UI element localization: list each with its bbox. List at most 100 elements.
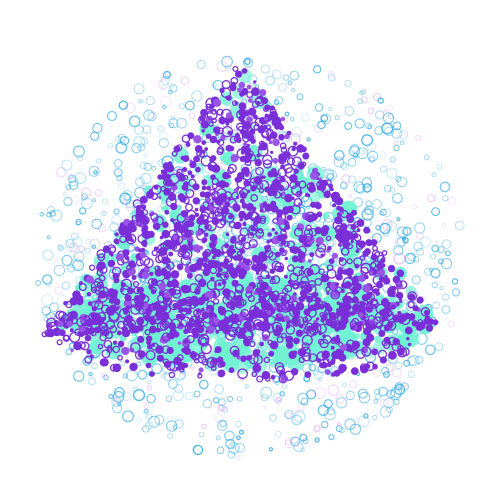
halo-dot: [442, 293, 450, 301]
core-dot: [303, 233, 313, 242]
core-dot: [180, 177, 185, 182]
core-dot: [293, 337, 300, 345]
core-dot: [238, 327, 247, 336]
halo-dot: [164, 71, 171, 78]
core-dot: [210, 365, 217, 371]
core-dot: [157, 174, 163, 180]
core-dot: [143, 258, 154, 269]
core-dot: [204, 232, 209, 237]
halo-dot: [122, 199, 128, 205]
core-dot: [171, 182, 176, 187]
halo-dot: [46, 312, 56, 322]
halo-dot: [145, 96, 155, 106]
halo-dot: [356, 147, 369, 160]
halo-dot: [143, 162, 152, 171]
core-dot: [291, 196, 295, 201]
core-dot: [122, 249, 130, 257]
core-dot: [70, 348, 74, 352]
core-dot: [106, 346, 113, 354]
halo-dot: [327, 73, 336, 82]
halo-dot: [243, 58, 251, 65]
core-dot: [150, 342, 159, 351]
halo-dot: [111, 214, 122, 226]
halo-dot: [357, 98, 363, 104]
core-dot: [258, 140, 265, 147]
halo-dot: [90, 131, 100, 141]
core-dot: [330, 358, 336, 363]
core-dot: [363, 226, 371, 234]
core-dot: [342, 295, 351, 304]
core-dot: [186, 335, 195, 344]
core-dot: [328, 258, 335, 264]
core-dot: [253, 114, 258, 120]
core-dot: [238, 190, 245, 196]
core-dot: [221, 125, 234, 138]
core-dot: [206, 109, 218, 121]
core-dot: [62, 334, 70, 342]
core-dot: [238, 102, 247, 111]
core-dot: [163, 305, 172, 314]
halo-dot: [441, 222, 447, 228]
core-dot: [239, 188, 249, 197]
core-dot: [229, 244, 235, 250]
halo-dot: [305, 205, 310, 210]
core-dot: [242, 221, 247, 227]
core-dot: [254, 301, 265, 312]
core-dot: [293, 227, 304, 237]
halo-dot: [436, 163, 443, 170]
core-dot: [298, 269, 305, 276]
halo-dot: [184, 100, 195, 111]
core-dot: [282, 287, 289, 295]
halo-dot: [61, 281, 71, 290]
core-dot: [55, 310, 65, 320]
halo-dot: [392, 192, 403, 204]
core-dot: [278, 312, 283, 318]
core-dot: [298, 180, 307, 189]
halo-dot: [313, 65, 322, 74]
core-dot: [213, 126, 221, 134]
halo-dot: [406, 356, 417, 366]
halo-dot: [434, 342, 444, 352]
core-dot: [366, 306, 373, 313]
core-dot: [239, 298, 247, 307]
halo-dot: [151, 166, 157, 171]
core-dot: [314, 292, 319, 297]
core-dot: [218, 305, 224, 312]
halo-dot: [169, 84, 178, 93]
core-dot: [141, 229, 151, 239]
core-dot: [286, 240, 295, 249]
core-dot: [315, 247, 326, 258]
halo-dot: [154, 414, 165, 425]
halo-dot: [190, 365, 196, 371]
core-dot: [291, 156, 302, 167]
core-dot: [355, 249, 360, 254]
core-dot: [223, 274, 228, 279]
core-dot: [279, 247, 285, 253]
core-dot: [280, 116, 286, 122]
core-dot: [219, 271, 230, 281]
core-dot: [308, 353, 318, 363]
core-dot: [127, 266, 136, 276]
halo-dot: [293, 410, 306, 423]
core-dot: [137, 335, 145, 343]
halo-dot: [260, 386, 273, 399]
halo-dot: [382, 112, 395, 124]
core-dot: [258, 292, 264, 299]
halo-dot: [140, 99, 145, 104]
core-dot: [365, 239, 373, 247]
core-dot: [382, 277, 391, 285]
halo-dot: [412, 256, 420, 263]
core-dot: [423, 309, 430, 316]
core-dot: [253, 354, 263, 365]
core-dot: [241, 334, 247, 340]
core-dot: [271, 200, 275, 205]
core-dot: [252, 319, 264, 330]
core-dot: [355, 240, 361, 246]
halo-dot: [35, 279, 42, 287]
core-dot: [423, 318, 430, 325]
core-dot: [267, 310, 272, 315]
halo-dot: [125, 102, 136, 114]
halo-dot: [429, 253, 436, 260]
core-dot: [228, 221, 236, 229]
